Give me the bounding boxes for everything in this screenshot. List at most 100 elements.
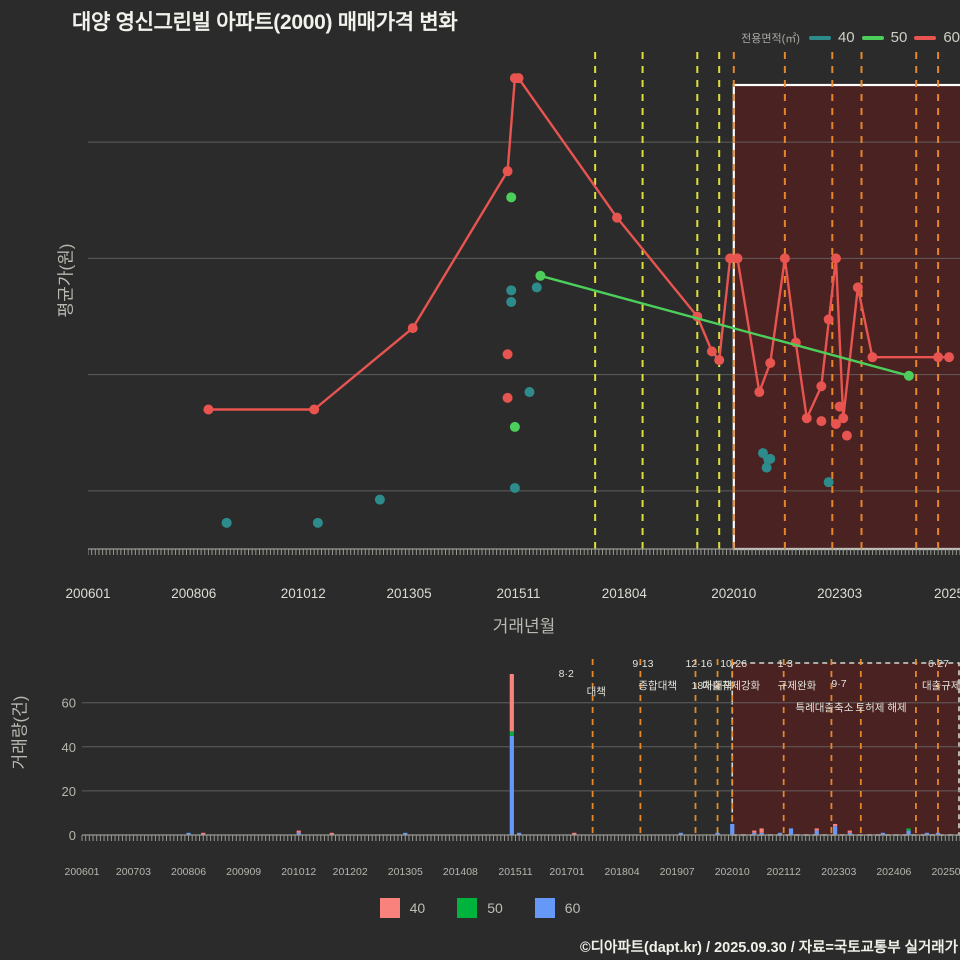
data-point-40 — [506, 296, 517, 307]
policy-annotation-text: 토허제 해제 — [855, 702, 907, 714]
price-x-tick: 200806 — [171, 586, 217, 601]
bar-legend-swatch-40 — [379, 898, 400, 918]
volume-bar-40 — [814, 828, 819, 831]
data-point-60 — [706, 346, 717, 357]
footer-credit: ©디아파트(dapt.kr) / 2025.09.30 / 자료=국토교통부 실… — [579, 940, 958, 956]
volume-x-tick: 201408 — [442, 866, 478, 878]
volume-bar-40 — [752, 830, 757, 833]
volume-bar-40 — [329, 832, 334, 835]
data-point-60 — [732, 253, 743, 264]
policy-annotation-date: 8·2 — [558, 668, 574, 680]
data-point-60 — [502, 392, 513, 403]
price-x-tick: 201511 — [496, 586, 541, 601]
volume-x-tick: 200601 — [64, 866, 100, 878]
volume-x-tick: 201701 — [549, 866, 585, 878]
volume-x-tick: 201012 — [281, 866, 317, 878]
data-point-50 — [509, 421, 520, 432]
data-point-60 — [933, 352, 944, 363]
volume-chart: 0 20 40 60 — [56, 655, 960, 855]
top-legend-title: 전용면적(㎡) — [741, 32, 800, 45]
data-point-40 — [761, 462, 772, 473]
policy-annotation-date: 1·3 — [777, 658, 793, 670]
data-point-60 — [502, 166, 513, 177]
volume-x-tick: 201305 — [387, 866, 423, 878]
volume-x-tick: 202406 — [876, 866, 912, 878]
policy-annotation-date: 9·7 — [831, 678, 847, 690]
policy-annotation-text: 특례대출축소 — [795, 702, 854, 714]
volume-bar-50 — [509, 731, 514, 736]
price-x-tick: 201305 — [386, 586, 432, 601]
price-x-axis-title: 거래년월 — [492, 617, 556, 636]
policy-annotation-date: 12·16 — [685, 658, 713, 670]
volume-y-tick: 40 — [62, 740, 76, 755]
volume-bar-60 — [517, 832, 522, 835]
bar-legend-label-60: 60 — [564, 900, 581, 916]
series-line-60 — [208, 76, 950, 420]
data-point-40 — [506, 285, 517, 296]
legend-swatch-60 — [914, 35, 937, 40]
volume-y-tick: 0 — [69, 828, 76, 843]
volume-highlight-region — [732, 663, 959, 835]
data-point-40 — [524, 387, 535, 398]
data-point-60 — [852, 282, 863, 293]
data-point-60 — [765, 357, 776, 368]
data-point-40 — [312, 517, 323, 528]
legend-label-40: 40 — [837, 29, 855, 46]
data-point-60 — [830, 253, 841, 264]
data-point-50 — [506, 192, 517, 203]
highlight-region — [733, 85, 960, 549]
volume-bar-60 — [935, 832, 941, 835]
data-point-40 — [509, 482, 520, 493]
volume-bar-40 — [572, 832, 577, 835]
data-point-60 — [779, 253, 790, 264]
volume-bar-60 — [906, 830, 911, 835]
data-point-40 — [374, 494, 385, 505]
policy-annotation-text: 18차대책 — [691, 680, 733, 692]
policy-annotation-date: 10·26 — [720, 658, 748, 670]
data-point-60 — [513, 73, 524, 84]
policy-annotation-text: 종합대책 — [638, 680, 678, 692]
volume-bar-60 — [186, 832, 191, 835]
top-legend: 전용면적(㎡) 40 50 60 — [741, 29, 960, 46]
volume-x-tick: 202303 — [821, 866, 857, 878]
bar-legend-swatch-60 — [534, 898, 555, 918]
data-point-40 — [757, 448, 768, 459]
data-point-60 — [203, 404, 214, 415]
data-point-60 — [714, 355, 725, 366]
volume-bar-40 — [847, 830, 852, 833]
price-x-tick: 202010 — [711, 586, 757, 601]
legend-label-50: 50 — [890, 29, 908, 46]
bar-legend-label-50: 50 — [487, 900, 503, 916]
data-point-60 — [944, 352, 955, 363]
data-point-60 — [816, 416, 827, 427]
data-point-40 — [765, 453, 776, 464]
price-chart-svg: 1억0.8억0.6억0.4억 — [88, 52, 960, 555]
data-point-40 — [531, 282, 542, 293]
volume-bar-60 — [814, 830, 819, 835]
price-x-tick: 201804 — [601, 586, 647, 601]
data-point-40 — [823, 477, 834, 488]
volume-bar-40 — [296, 830, 301, 833]
bar-legend-label-40: 40 — [409, 900, 426, 916]
volume-y-axis-title: 거래량(건) — [10, 695, 30, 770]
data-point-60 — [754, 387, 765, 398]
volume-bar-60 — [678, 832, 683, 835]
volume-bar-50 — [906, 828, 911, 831]
volume-bar-40 — [832, 823, 838, 827]
data-point-60 — [841, 430, 852, 441]
volume-bar-60 — [715, 832, 720, 835]
volume-chart-svg: 0 20 40 60 — [62, 659, 960, 843]
data-point-60 — [867, 352, 878, 363]
volume-bar-60 — [880, 832, 885, 835]
policy-annotation-text: 규제완화 — [777, 680, 817, 692]
volume-bar-60 — [730, 823, 735, 835]
volume-bar-60 — [788, 828, 794, 835]
series-line-50 — [540, 274, 910, 377]
volume-y-tick: 60 — [62, 696, 76, 711]
volume-y-tick: 20 — [62, 784, 76, 799]
data-point-60 — [309, 404, 320, 415]
volume-bar-60 — [752, 832, 757, 835]
data-point-60 — [838, 413, 849, 424]
data-point-40 — [221, 517, 232, 528]
